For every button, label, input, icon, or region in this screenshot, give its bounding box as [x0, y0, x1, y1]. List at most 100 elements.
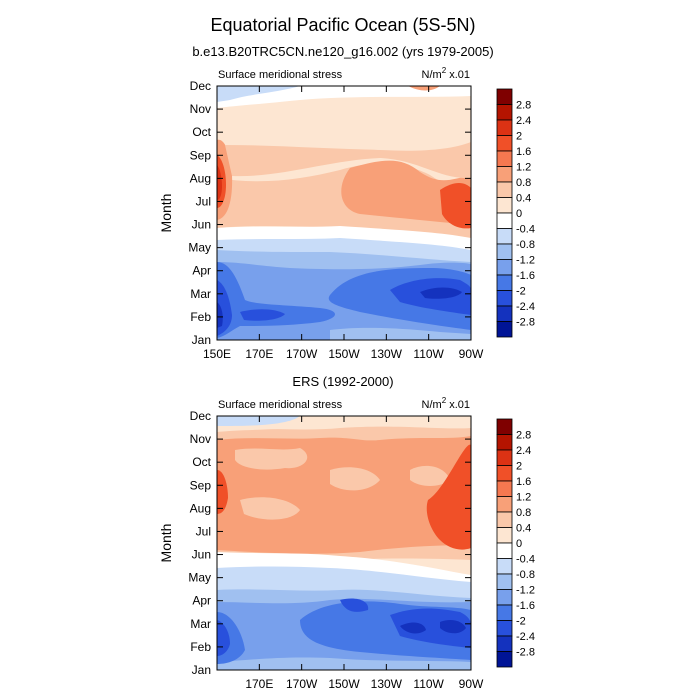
- panel-bottom-units-prefix: N/m: [422, 399, 442, 411]
- x-tick-label: 90W: [459, 347, 484, 361]
- panel-bottom-units-exp: 2: [442, 396, 447, 405]
- panel-bottom-units-suffix: x.01: [446, 399, 470, 411]
- panel-top-units-suffix: x.01: [446, 69, 470, 81]
- y-tick-label: Nov: [190, 432, 211, 446]
- colorbar-label: -2.8: [516, 317, 535, 329]
- y-tick-label: Dec: [190, 79, 211, 93]
- colorbar-swatch: [496, 181, 513, 198]
- y-tick-label: Jul: [196, 194, 211, 208]
- colorbar-label: 0.4: [516, 193, 531, 205]
- y-tick-label: Apr: [192, 594, 211, 608]
- colorbar-label: 1.2: [516, 492, 531, 504]
- colorbar-swatch: [496, 228, 513, 245]
- panel-top-units-exp: 2: [442, 66, 447, 75]
- figure-title: Equatorial Pacific Ocean (5S-5N): [210, 15, 475, 35]
- panel-top-title: b.e13.B20TRC5CN.ne120_g16.002 (yrs 1979-…: [192, 44, 493, 59]
- colorbar-label: -2: [516, 616, 526, 628]
- colorbar-label: 0.8: [516, 507, 531, 519]
- colorbar-bottom: 2.8 2.4 2 1.6 1.2 0.8 0.4 0 -0.4 -0.8 -1.2 -1.6 -2 -2…: [496, 418, 535, 668]
- x-tick-label: 130W: [371, 677, 403, 691]
- panel-top: b.e13.B20TRC5CN.ne120_g16.002 (yrs 1979-…: [158, 44, 494, 361]
- y-tick-label: Feb: [190, 640, 211, 654]
- y-tick-label: Jun: [192, 548, 211, 562]
- colorbar-label: 2.8: [516, 100, 531, 112]
- colorbar-swatch: [496, 434, 513, 451]
- colorbar-label: 2.4: [516, 115, 531, 127]
- colorbar-swatch: [496, 88, 513, 105]
- colorbar-swatch: [496, 465, 513, 482]
- colorbar-swatch: [496, 527, 513, 544]
- y-tick-label: Apr: [192, 264, 211, 278]
- colorbar-top: 2.8 2.4 2 1.6 1.2 0.8 0.4 0 -0.4 -0.8 -1.2 -1.6 -2 -2…: [496, 88, 535, 338]
- colorbar-label: 0.4: [516, 523, 531, 535]
- y-tick-label: Sep: [190, 478, 212, 492]
- y-tick-label: Nov: [190, 102, 211, 116]
- y-tick-label: Oct: [192, 125, 211, 139]
- colorbar-swatch: [496, 119, 513, 136]
- colorbar-swatch: [496, 480, 513, 497]
- y-tick-label: Mar: [190, 617, 211, 631]
- colorbar-label: -1.6: [516, 600, 535, 612]
- y-tick-label: May: [188, 241, 211, 255]
- colorbar-swatch: [496, 290, 513, 307]
- colorbar-label: 2.8: [516, 430, 531, 442]
- x-tick-label: 150E: [203, 347, 231, 361]
- panel-top-left-label: Surface meridional stress: [218, 69, 343, 81]
- colorbar-swatch: [496, 511, 513, 528]
- colorbar-label: -2: [516, 286, 526, 298]
- colorbar-swatch: [496, 573, 513, 590]
- panel-bottom-y-ticks: Jan Feb Mar Apr May Jun Jul Aug Sep Oct Nov Dec: [188, 409, 471, 677]
- colorbar-label: -2.4: [516, 301, 535, 313]
- colorbar-swatch: [496, 135, 513, 152]
- x-tick-label: 170E: [245, 347, 273, 361]
- colorbar-label: 2.4: [516, 445, 531, 457]
- colorbar-label: 0: [516, 538, 522, 550]
- colorbar-swatch: [496, 243, 513, 260]
- y-tick-label: Aug: [190, 171, 211, 185]
- colorbar-swatch: [496, 305, 513, 322]
- colorbar-swatch: [496, 150, 513, 167]
- x-tick-label: 110W: [413, 677, 444, 691]
- colorbar-label: -0.4: [516, 554, 535, 566]
- y-tick-label: Sep: [190, 148, 212, 162]
- y-tick-label: Dec: [190, 409, 211, 423]
- colorbar-label: -0.4: [516, 224, 535, 236]
- colorbar-label: 0: [516, 208, 522, 220]
- colorbar-label: -0.8: [516, 239, 535, 251]
- x-tick-label: 170E: [245, 677, 273, 691]
- y-tick-label: Feb: [190, 310, 211, 324]
- y-tick-label: May: [188, 571, 211, 585]
- colorbar-swatch: [496, 197, 513, 214]
- panel-bottom-title: ERS (1992-2000): [292, 374, 393, 389]
- colorbar-label: 2: [516, 461, 522, 473]
- colorbar-label: 2: [516, 131, 522, 143]
- y-tick-label: Jan: [192, 663, 211, 677]
- colorbar-swatch: [496, 212, 513, 229]
- colorbar-swatch: [496, 620, 513, 637]
- panel-top-x-ticks: 150E 170E 170W 150W 130W 110W 90W: [203, 86, 484, 361]
- panel-top-ylabel: Month: [158, 194, 174, 233]
- colorbar-swatch: [496, 418, 513, 435]
- colorbar-label: -1.2: [516, 585, 535, 597]
- panel-bottom-ylabel: Month: [158, 524, 174, 563]
- colorbar-swatch: [496, 651, 513, 668]
- y-tick-label: Jan: [192, 333, 211, 347]
- y-tick-label: Jun: [192, 218, 211, 232]
- colorbar-swatch: [496, 604, 513, 621]
- x-tick-label: 110W: [413, 347, 444, 361]
- y-tick-label: Mar: [190, 287, 211, 301]
- x-tick-label: 150W: [328, 677, 360, 691]
- panel-top-y-ticks: Jan Feb Mar Apr May Jun Jul Aug Sep Oct Nov Dec: [188, 79, 471, 347]
- colorbar-label: -1.6: [516, 270, 535, 282]
- panel-bottom-x-ticks: 170E 170W 150W 130W 110W 90W: [216, 416, 484, 691]
- panel-top-units: N/m2 x.01: [422, 66, 470, 81]
- colorbar-swatch: [496, 542, 513, 559]
- colorbar-swatch: [496, 449, 513, 466]
- x-tick-label: 170W: [286, 677, 318, 691]
- x-tick-label: 170W: [286, 347, 318, 361]
- colorbar-label: 1.6: [516, 146, 531, 158]
- colorbar-label: -0.8: [516, 569, 535, 581]
- y-tick-label: Jul: [196, 524, 211, 538]
- panel-bottom-left-label: Surface meridional stress: [218, 399, 343, 411]
